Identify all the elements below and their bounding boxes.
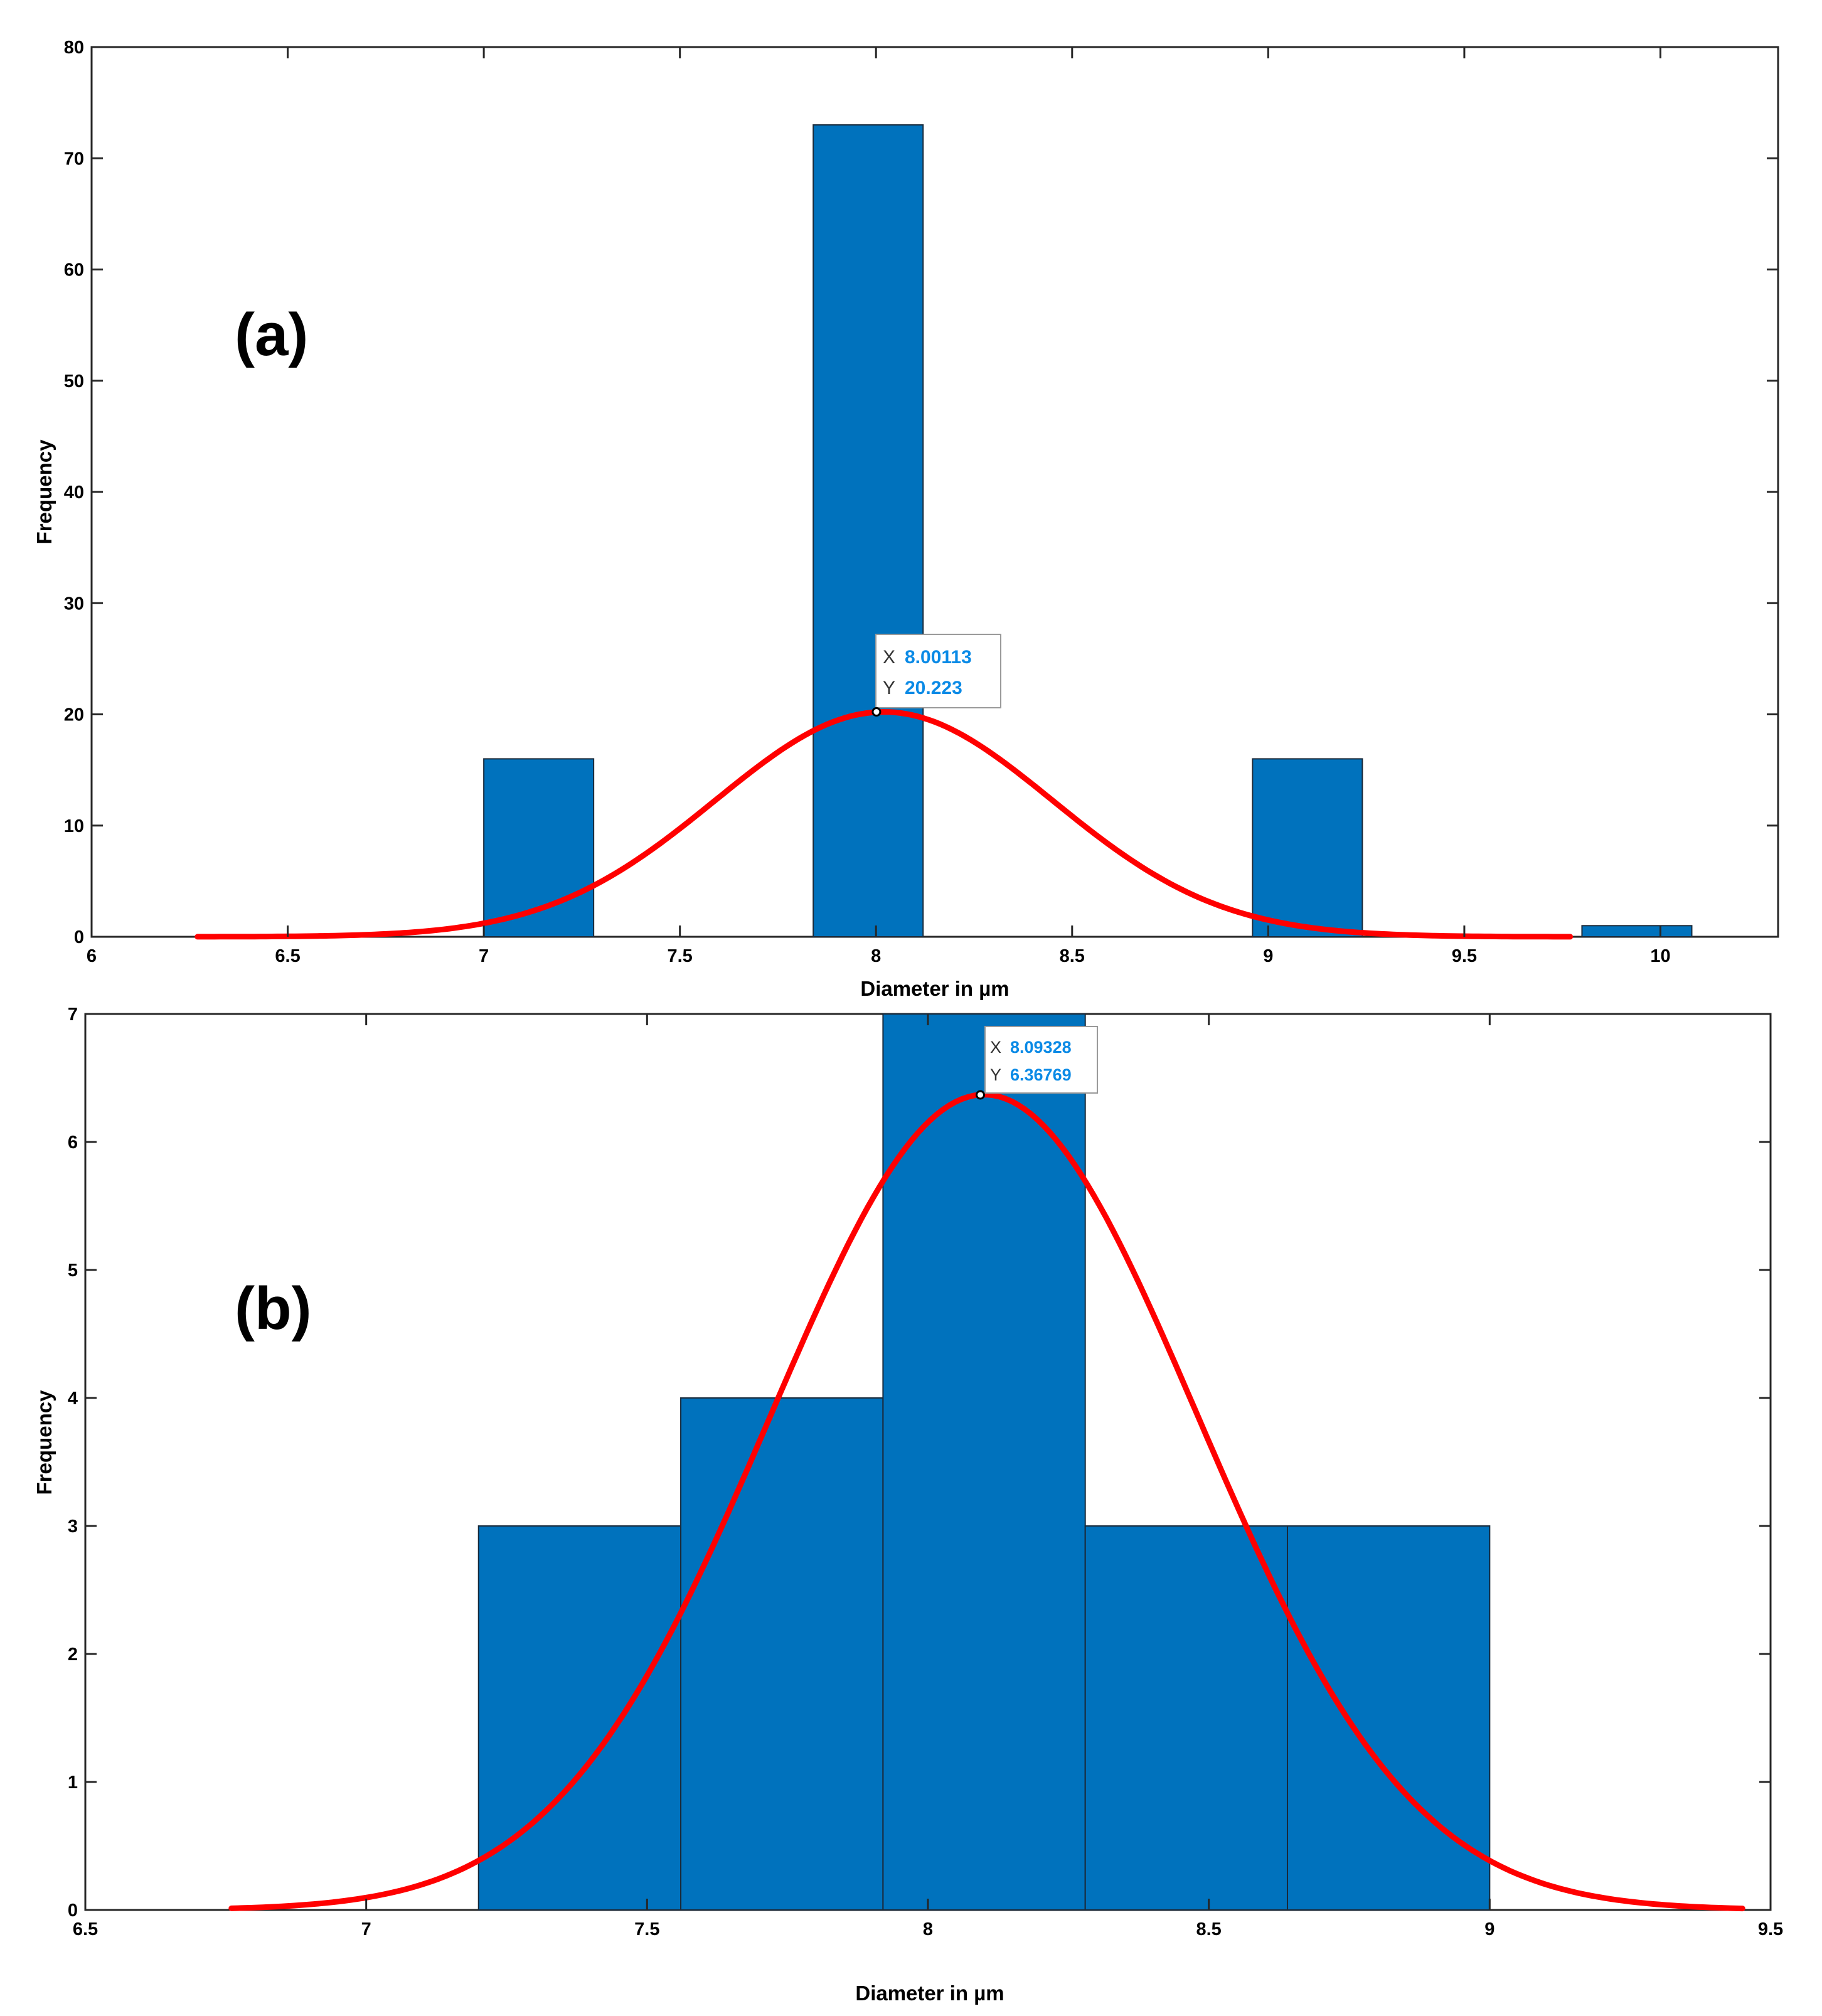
datatip-x-label-b: X: [990, 1038, 1001, 1057]
y-tick-label-b: 1: [68, 1773, 78, 1793]
y-tick-label-b: 0: [68, 1901, 78, 1921]
plot-area-a: [90, 46, 1779, 938]
datatip-x-value-b: 8.09328: [1010, 1038, 1072, 1057]
normal-fit-curve-a: [194, 709, 1574, 940]
y-axis-label-b: Frequency: [33, 1390, 56, 1495]
x-tick-label-a: 8: [871, 946, 881, 966]
y-tick-label-a: 70: [64, 149, 84, 169]
datatip-x-value-a: 8.00113: [905, 647, 972, 668]
x-tick-label-b: 8: [923, 1919, 933, 1939]
y-axis-label-a: Frequency: [33, 439, 56, 545]
datatip-b[interactable]: X 8.09328 Y 6.36769: [976, 1026, 1098, 1100]
histogram-bar-b-5: [1287, 1525, 1491, 1911]
datatip-y-value-a: 20.223: [905, 678, 962, 698]
x-tick-label-a: 6.5: [275, 946, 300, 966]
histogram-bar-a-3: [1252, 758, 1363, 938]
x-tick-label-b: 9.5: [1758, 1919, 1783, 1939]
histogram-panel-b: 6.5 7 7.5 8 8.5 9 9.5 0 1 2 3 4 5 6 7 (b) Diameter in …: [33, 1005, 1783, 2005]
x-tick-label-a: 9: [1263, 946, 1273, 966]
x-axis-label-a: Diameter in µm: [860, 977, 1009, 1000]
datatip-a[interactable]: X 8.00113 Y 20.223: [871, 634, 1001, 717]
histogram-bar-a-4: [1581, 925, 1693, 938]
y-tick-label-b: 7: [68, 1005, 78, 1025]
histogram-bar-b-2: [680, 1397, 884, 1911]
y-tick-label-b: 3: [68, 1517, 78, 1537]
y-tick-label-a: 60: [64, 260, 84, 280]
datatip-y-value-b: 6.36769: [1010, 1065, 1072, 1084]
x-tick-label-b: 8.5: [1196, 1919, 1222, 1939]
y-tick-label-b: 2: [68, 1645, 78, 1665]
datatip-y-label-b: Y: [990, 1065, 1001, 1084]
normal-fit-curve-b: [228, 1092, 1745, 1912]
y-tick-label-a: 50: [64, 371, 84, 392]
x-tick-label-a: 7.5: [668, 946, 693, 966]
x-tick-label-a: 10: [1650, 946, 1670, 966]
x-tick-label-b: 9: [1484, 1919, 1494, 1939]
y-tick-label-a: 80: [64, 38, 84, 58]
y-tick-label-a: 20: [64, 705, 84, 725]
histogram-bar-b-3: [882, 1013, 1086, 1911]
y-tick-label-a: 10: [64, 816, 84, 836]
x-tick-label-b: 7: [361, 1919, 371, 1939]
histogram-bar-b-4: [1084, 1525, 1289, 1911]
panel-label-a: (a): [235, 301, 308, 368]
x-tick-label-a: 7: [479, 946, 489, 966]
x-axis-label-b: Diameter in µm: [855, 1981, 1004, 2005]
x-tick-label-a: 6: [87, 946, 97, 966]
x-tick-label-b: 6.5: [73, 1919, 98, 1939]
y-tick-label-b: 5: [68, 1261, 78, 1281]
histogram-bar-a-2: [812, 124, 924, 938]
histogram-bar-b-1: [477, 1525, 682, 1911]
x-tick-label-a: 9.5: [1452, 946, 1477, 966]
y-tick-label-b: 4: [68, 1389, 78, 1409]
x-tick-label-a: 8.5: [1060, 946, 1085, 966]
datatip-box-a: [875, 634, 1001, 708]
y-tick-label-a: 0: [74, 927, 84, 947]
y-tick-label-b: 6: [68, 1133, 78, 1153]
datatip-y-label-a: Y: [883, 678, 895, 698]
panel-label-b: (b): [235, 1275, 312, 1342]
datatip-marker-a[interactable]: [871, 707, 882, 717]
x-tick-label-b: 7.5: [634, 1919, 659, 1939]
y-tick-label-a: 30: [64, 594, 84, 614]
datatip-box-b: [984, 1026, 1098, 1094]
y-tick-label-a: 40: [64, 483, 84, 503]
datatip-x-label-a: X: [883, 647, 895, 668]
datatip-marker-b[interactable]: [976, 1090, 986, 1100]
